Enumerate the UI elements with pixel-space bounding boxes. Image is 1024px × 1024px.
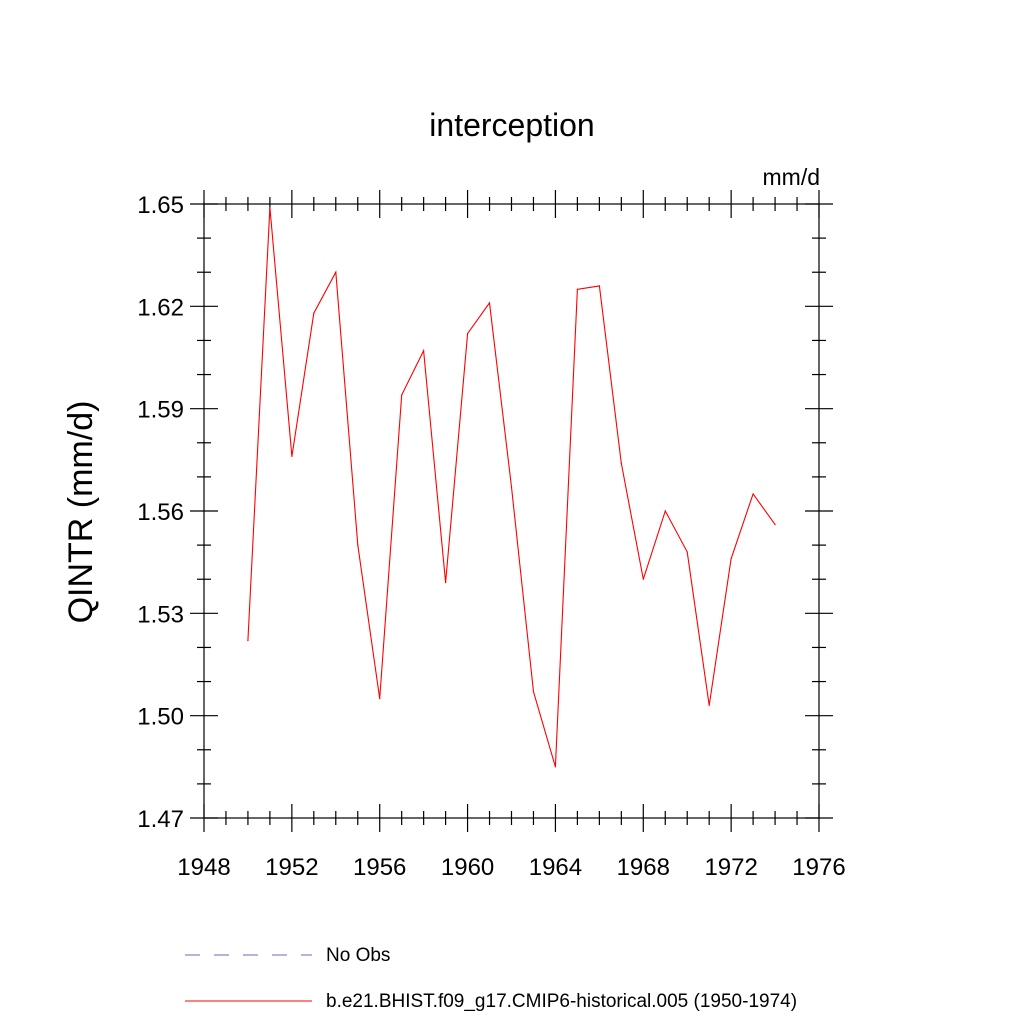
x-tick-label: 1952	[265, 854, 318, 881]
data-point	[510, 486, 513, 488]
y-tick-label: 1.56	[137, 499, 184, 526]
chart-title: interception	[429, 107, 594, 143]
y-tick-label: 1.53	[137, 601, 184, 628]
data-point	[708, 704, 710, 707]
legend-label: b.e21.BHIST.f09_g17.CMIP6-historical.005…	[326, 991, 797, 1012]
x-tick-label: 1968	[617, 854, 670, 881]
data-point	[466, 333, 469, 335]
data-point	[269, 206, 271, 209]
data-point	[445, 582, 447, 584]
data-point	[423, 350, 425, 352]
y-tick-label: 1.59	[137, 397, 184, 424]
data-point	[664, 510, 666, 512]
data-point	[598, 285, 600, 287]
y-tick-label: 1.47	[137, 806, 184, 833]
x-tick-label: 1976	[792, 854, 845, 881]
units-label: mm/d	[763, 164, 821, 190]
data-point	[247, 640, 249, 642]
data-point	[401, 394, 403, 396]
data-point	[291, 455, 293, 458]
data-point	[532, 691, 535, 693]
data-point	[774, 524, 776, 526]
data-point	[488, 302, 491, 304]
y-axis-label: QINTR (mm/d)	[62, 401, 100, 624]
y-tick-label: 1.62	[137, 294, 184, 321]
data-point	[335, 271, 337, 273]
x-tick-label: 1972	[704, 854, 757, 881]
legend: No Obs b.e21.BHIST.f09_g17.CMIP6-historic…	[185, 945, 797, 1012]
x-tick-label: 1960	[441, 854, 494, 881]
y-axis: 1.47 1.50 1.53 1.56 1.59 1.62 1.65	[137, 192, 833, 833]
data-point	[357, 544, 359, 546]
legend-label: No Obs	[326, 945, 390, 966]
x-tick-label: 1948	[177, 854, 230, 881]
data-point	[313, 312, 315, 314]
x-axis: 1948 1952 1956 1960 1964 1968 1972 1976	[177, 190, 846, 881]
data-point	[686, 551, 688, 553]
x-tick-label: 1964	[529, 854, 582, 881]
data-point	[642, 578, 644, 580]
data-point	[620, 462, 622, 464]
data-point	[379, 698, 381, 700]
y-tick-label: 1.50	[137, 704, 184, 731]
data-point	[730, 558, 732, 560]
data-point	[752, 493, 754, 495]
x-tick-label: 1956	[353, 854, 406, 881]
data-point	[576, 288, 578, 290]
series-group	[247, 206, 776, 768]
data-point	[554, 766, 557, 768]
plot-frame	[203, 203, 820, 819]
y-tick-label: 1.65	[137, 192, 184, 219]
